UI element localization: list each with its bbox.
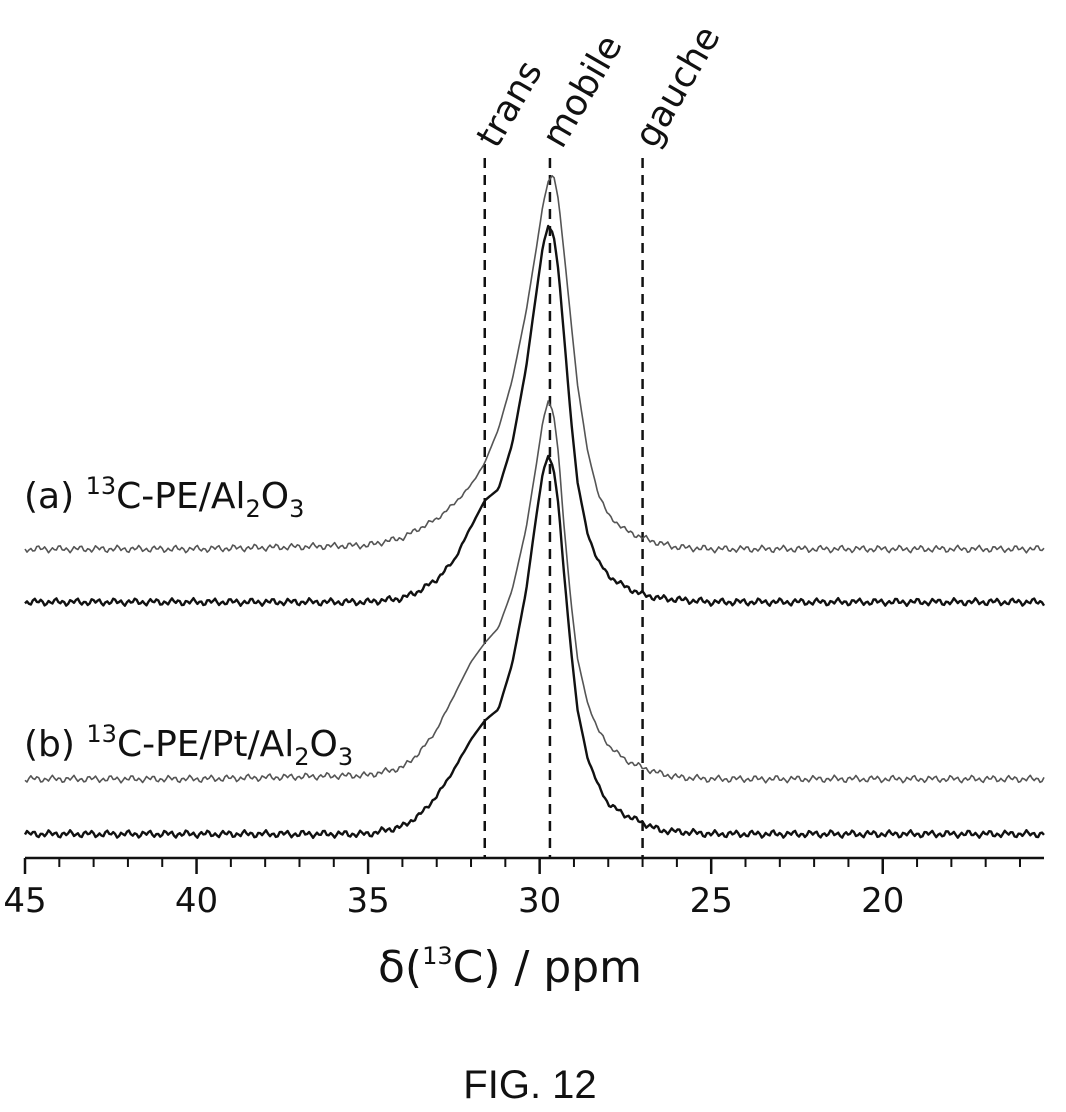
reference-lines <box>483 158 644 858</box>
sample-label-a: (a) 13C-PE/Al2O3 <box>24 472 304 523</box>
figure-caption: FIG. 12 <box>463 1063 596 1107</box>
x-tick-label: 30 <box>518 881 561 921</box>
spectrum-traces <box>23 175 1046 839</box>
x-axis: 45 40 35 30 25 20 <box>3 856 1044 921</box>
x-tick-label: 45 <box>3 881 46 921</box>
reference-label-mobile: mobile <box>534 28 631 154</box>
sample-label-b: (b) 13C-PE/Pt/Al2O3 <box>24 720 353 771</box>
x-tick-label: 25 <box>690 881 733 921</box>
reference-label-trans: trans <box>469 54 551 155</box>
spectrum-trace-b-1 <box>24 400 1045 784</box>
x-tick-label: 20 <box>861 881 904 921</box>
x-tick-label: 40 <box>175 881 218 921</box>
x-axis-ticks: 45 40 35 30 25 20 <box>3 858 1021 921</box>
reference-label-gauche: gauche <box>627 19 729 154</box>
x-tick-label: 35 <box>346 881 389 921</box>
spectrum-trace-a-2 <box>24 224 1046 607</box>
x-axis-title: δ(13C) / ppm <box>378 942 642 993</box>
spectrum-trace-a-1 <box>24 175 1045 554</box>
spectrum-trace-b-2 <box>23 454 1045 839</box>
